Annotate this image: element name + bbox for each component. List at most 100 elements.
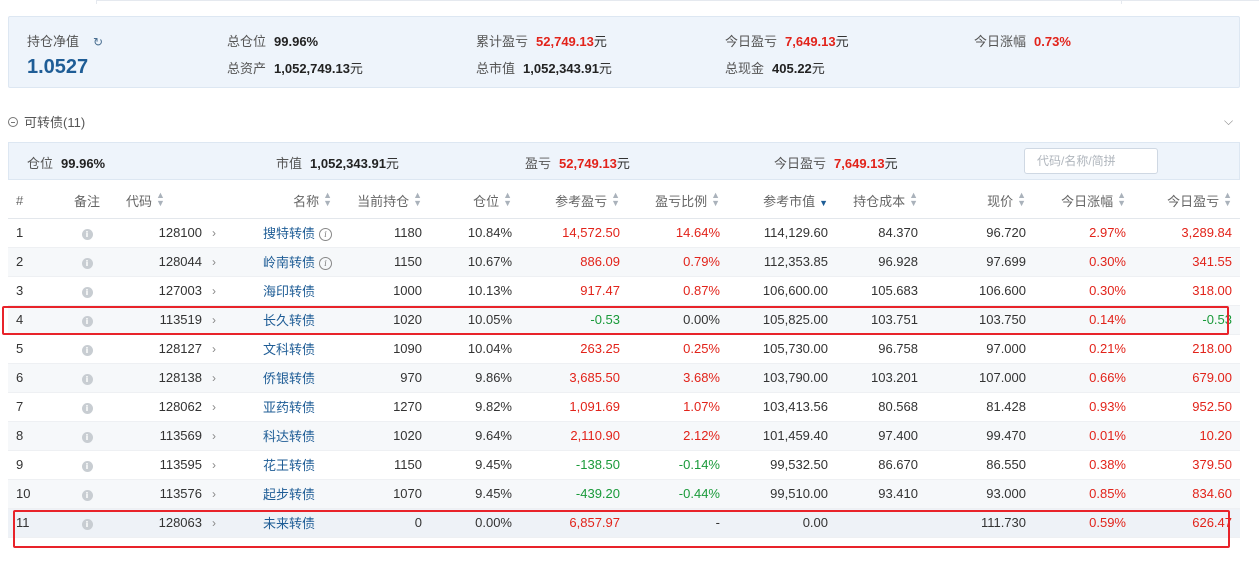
cell-name[interactable]: 文科转债 [224, 334, 340, 364]
cell-note[interactable]: i [56, 392, 118, 422]
chevron-right-icon[interactable]: › [212, 342, 216, 356]
bond-name-link[interactable]: 科达转债 [262, 429, 315, 444]
info-icon[interactable]: i [319, 228, 332, 241]
sort-icon[interactable]: ▲ ▼ [323, 190, 332, 209]
collapse-icon[interactable] [8, 116, 18, 127]
chevron-right-icon[interactable]: › [212, 400, 216, 414]
table-row[interactable]: 1 i 128100 › 搜特转债 i 1180 10.84% 14,572.50 14.64% 1… [8, 218, 1240, 248]
bond-name-link[interactable]: 花王转债 [262, 458, 315, 473]
table-row[interactable]: 9 i 113595 › 花王转债 1150 9.45% -138.50 -0.14% 99,53… [8, 450, 1240, 480]
header-code[interactable]: 代码 ▲ ▼ [118, 184, 224, 219]
cell-holding: 1180 [340, 218, 430, 248]
cell-note[interactable]: i [56, 218, 118, 248]
table-row[interactable]: 3 i 127003 › 海印转债 1000 10.13% 917.47 0.87% 106,60… [8, 276, 1240, 306]
header-pnl-ratio[interactable]: 盈亏比例 ▲ ▼ [628, 184, 728, 219]
header-price[interactable]: 现价 ▲ ▼ [926, 184, 1034, 219]
cell-name[interactable]: 未来转债 [224, 508, 340, 538]
cell-name[interactable]: 亚药转债 [224, 392, 340, 422]
note-icon[interactable]: i [81, 374, 93, 385]
cell-pnl-ratio: 14.64% [628, 218, 728, 248]
header-name[interactable]: 名称 ▲ ▼ [224, 184, 340, 219]
table-row[interactable]: 8 i 113569 › 科达转债 1020 9.64% 2,110.90 2.12% 101,4… [8, 421, 1240, 451]
sort-desc-icon[interactable]: ▼ [819, 198, 828, 209]
cell-ref-mv: 106,600.00 [728, 276, 836, 306]
refresh-icon[interactable]: ↻ [93, 35, 104, 49]
bond-name-link[interactable]: 搜特转债 [262, 226, 315, 241]
bond-name-link[interactable]: 起步转债 [262, 487, 315, 502]
cell-name[interactable]: 海印转债 [224, 276, 340, 306]
cell-name[interactable]: 岭南转债 i [224, 247, 340, 277]
table-row[interactable]: 5 i 128127 › 文科转债 1090 10.04% 263.25 0.25% 105,73… [8, 334, 1240, 364]
chevron-right-icon[interactable]: › [212, 284, 216, 298]
chevron-right-icon[interactable]: › [212, 429, 216, 443]
bond-name-link[interactable]: 岭南转债 [262, 255, 315, 270]
header-position[interactable]: 仓位 ▲ ▼ [430, 184, 520, 219]
cell-name[interactable]: 搜特转债 i [224, 218, 340, 248]
chevron-right-icon[interactable]: › [212, 487, 216, 501]
cell-note[interactable]: i [56, 508, 118, 538]
cell-name[interactable]: 长久转债 [224, 305, 340, 335]
note-icon[interactable]: i [81, 258, 93, 269]
chevron-right-icon[interactable]: › [212, 371, 216, 385]
table-row[interactable]: 11 i 128063 › 未来转债 0 0.00% 6,857.97-0.00 111.730… [8, 508, 1240, 538]
cell-position: 9.45% [430, 450, 520, 480]
note-icon[interactable]: i [81, 432, 93, 443]
note-icon[interactable]: i [81, 345, 93, 356]
cell-name[interactable]: 起步转债 [224, 479, 340, 509]
header-today-change[interactable]: 今日涨幅 ▲ ▼ [1034, 184, 1134, 219]
note-icon[interactable]: i [81, 287, 93, 298]
search-input[interactable] [1024, 148, 1158, 174]
chevron-right-icon[interactable]: › [212, 255, 216, 269]
cell-today-change: 0.59% [1034, 508, 1134, 538]
bond-name-link[interactable]: 文科转债 [262, 342, 315, 357]
header-holding[interactable]: 当前持仓 ▲ ▼ [340, 184, 430, 219]
table-row[interactable]: 6 i 128138 › 侨银转债 970 9.86% 3,685.50 3.68% 103,79… [8, 363, 1240, 393]
chevron-right-icon[interactable]: › [212, 313, 216, 327]
chevron-right-icon[interactable]: › [212, 458, 216, 472]
header-ref-mv[interactable]: 参考市值 ▼ [728, 184, 836, 219]
bond-name-link[interactable]: 侨银转债 [262, 371, 315, 386]
table-row[interactable]: 7 i 128062 › 亚药转债 1270 9.82% 1,091.69 1.07% 103,4… [8, 392, 1240, 422]
note-icon[interactable]: i [81, 403, 93, 414]
note-icon[interactable]: i [81, 229, 93, 240]
chevron-right-icon[interactable]: › [212, 516, 216, 530]
cell-name[interactable]: 花王转债 [224, 450, 340, 480]
cell-note[interactable]: i [56, 421, 118, 451]
note-icon[interactable]: i [81, 461, 93, 472]
sort-icon[interactable]: ▲ ▼ [1117, 190, 1126, 209]
sort-icon[interactable]: ▲ ▼ [503, 190, 512, 209]
info-icon[interactable]: i [319, 257, 332, 270]
note-icon[interactable]: i [81, 519, 93, 530]
cell-name[interactable]: 科达转债 [224, 421, 340, 451]
note-icon[interactable]: i [81, 316, 93, 327]
header-ref-pnl[interactable]: 参考盈亏 ▲ ▼ [520, 184, 628, 219]
sort-icon[interactable]: ▲ ▼ [611, 190, 620, 209]
bond-name-link[interactable]: 海印转债 [262, 284, 315, 299]
chevron-right-icon[interactable]: › [212, 226, 216, 240]
cell-name[interactable]: 侨银转债 [224, 363, 340, 393]
chevron-down-icon[interactable]: ⌵ [1224, 114, 1234, 128]
cell-note[interactable]: i [56, 479, 118, 509]
header-today-pnl[interactable]: 今日盈亏 ▲ ▼ [1134, 184, 1240, 219]
cell-note[interactable]: i [56, 276, 118, 306]
cell-note[interactable]: i [56, 305, 118, 335]
sort-icon[interactable]: ▲ ▼ [711, 190, 720, 209]
table-row[interactable]: 2 i 128044 › 岭南转债 i 1150 10.67% 886.09 0.79% 112,3… [8, 247, 1240, 277]
sort-icon[interactable]: ▲ ▼ [909, 190, 918, 209]
sort-icon[interactable]: ▲ ▼ [413, 190, 422, 209]
bond-name-link[interactable]: 长久转债 [262, 313, 315, 328]
cell-note[interactable]: i [56, 363, 118, 393]
note-icon[interactable]: i [81, 490, 93, 501]
table-row[interactable]: 10 i 113576 › 起步转债 1070 9.45% -439.20 -0.44% 99,5… [8, 479, 1240, 509]
bond-name-link[interactable]: 亚药转债 [262, 400, 315, 415]
section-header[interactable]: 可转债(11) [8, 112, 85, 131]
table-row[interactable]: 4 i 113519 › 长久转债 1020 10.05% -0.53 0.00% 105,825… [8, 305, 1240, 335]
sort-icon[interactable]: ▲ ▼ [1017, 190, 1026, 209]
cell-note[interactable]: i [56, 334, 118, 364]
sort-icon[interactable]: ▲ ▼ [1223, 190, 1232, 209]
sort-icon[interactable]: ▲ ▼ [156, 190, 165, 209]
bond-name-link[interactable]: 未来转债 [262, 516, 315, 531]
cell-note[interactable]: i [56, 247, 118, 277]
header-cost[interactable]: 持仓成本 ▲ ▼ [836, 184, 926, 219]
cell-note[interactable]: i [56, 450, 118, 480]
